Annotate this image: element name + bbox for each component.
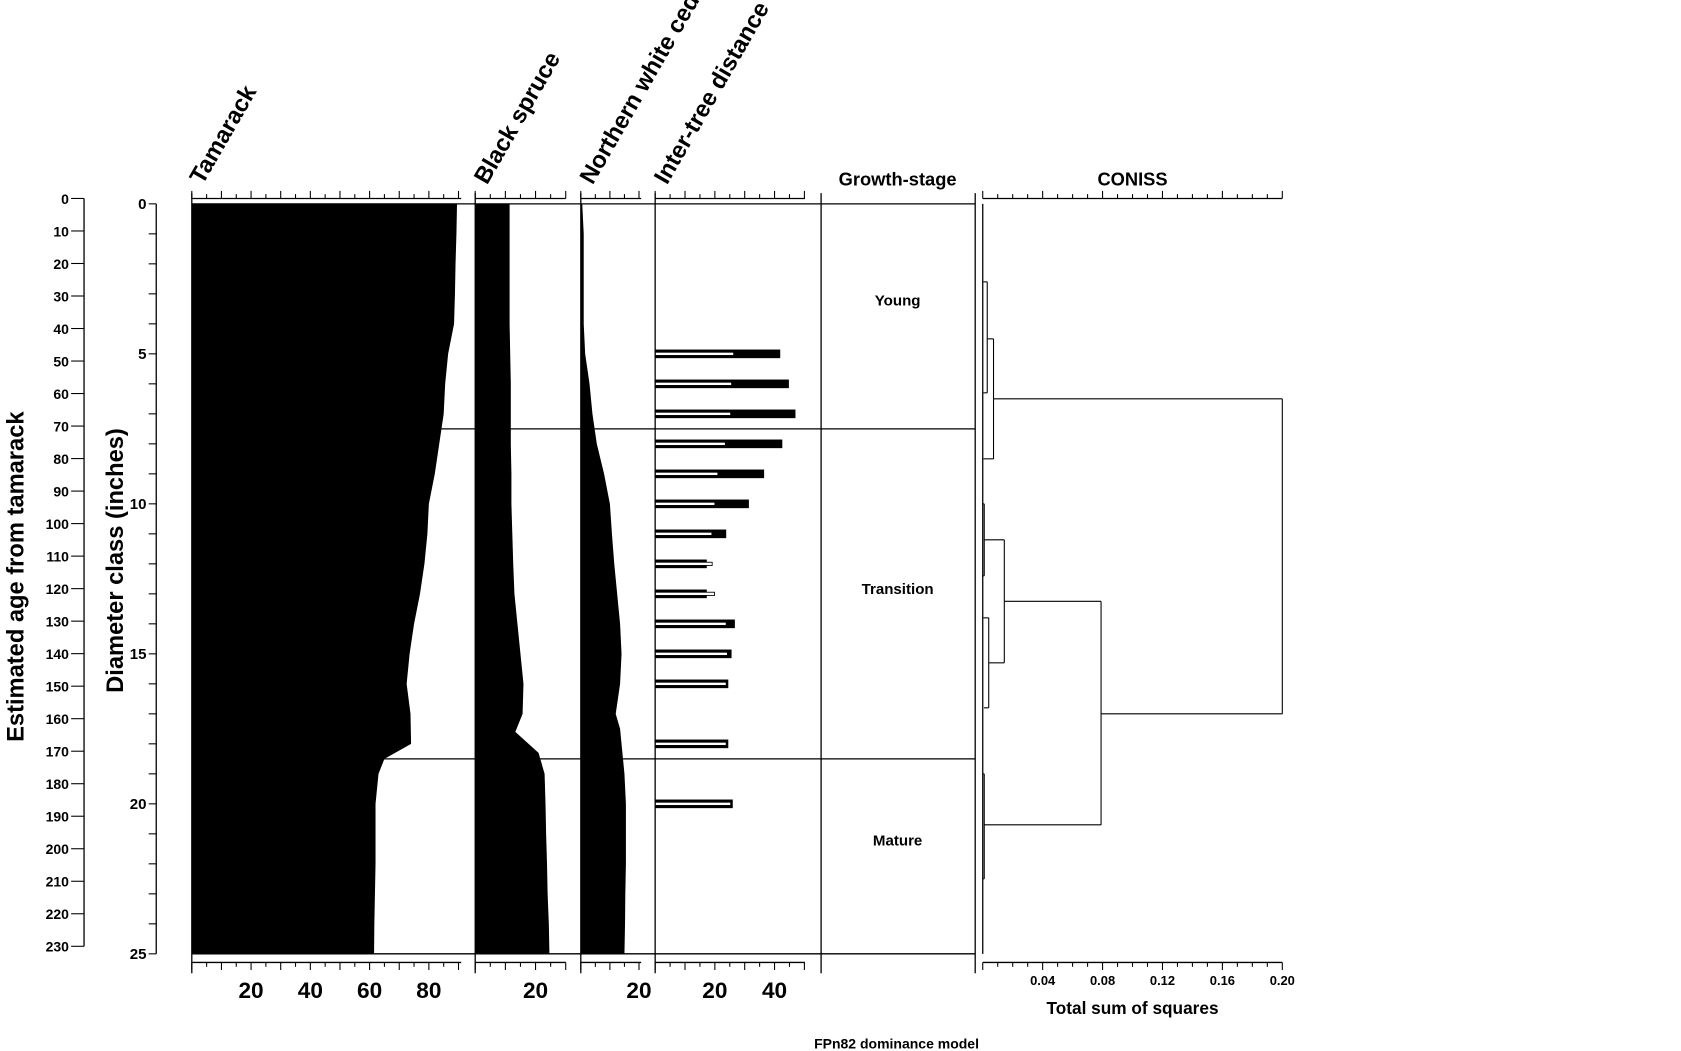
diameter-tick-label: 0 <box>138 196 146 213</box>
x-tick-label: 20 <box>626 978 651 1003</box>
age-tick-label: 180 <box>46 776 70 792</box>
x-tick-label: 40 <box>298 978 323 1003</box>
bar-secondary <box>654 351 735 356</box>
age-axis-title: Estimated age from tamarack <box>4 411 30 742</box>
zone-label-mature: Mature <box>873 833 922 850</box>
zone-label-young: Young <box>875 293 921 310</box>
age-tick-label: 190 <box>46 809 70 825</box>
column-title-tamarack: Tamarack <box>185 81 262 189</box>
bar-secondary <box>654 741 727 746</box>
growth-stage-title: Growth-stage <box>839 169 957 190</box>
area-black-spruce <box>475 203 550 954</box>
x-tick-label: 80 <box>416 978 441 1003</box>
bar-secondary <box>654 471 719 476</box>
age-tick-label: 160 <box>46 711 70 727</box>
age-tick-label: 10 <box>53 223 69 239</box>
age-tick-label: 20 <box>53 256 69 272</box>
coniss-tick-label: 0.12 <box>1150 973 1175 988</box>
diameter-tick-label: 20 <box>130 796 147 813</box>
bar-secondary <box>654 621 727 626</box>
age-tick-label: 90 <box>53 483 69 499</box>
coniss-dendrogram: 0.04 0.08 0.12 0.16 0.20 <box>982 190 1295 988</box>
age-tick-label: 50 <box>53 353 69 369</box>
diameter-tick-label: 5 <box>138 346 146 363</box>
diameter-tick-label: 25 <box>130 946 147 963</box>
x-tick-label: 20 <box>702 978 727 1003</box>
bar-secondary <box>654 651 728 656</box>
bar-secondary <box>654 411 732 416</box>
age-tick-label: 140 <box>46 646 70 662</box>
diameter-tick-label: 15 <box>130 646 147 663</box>
bar-secondary <box>654 591 715 596</box>
coniss-tick-label: 0.04 <box>1030 973 1056 988</box>
bar-secondary <box>654 501 716 506</box>
age-tick-label: 30 <box>53 288 69 304</box>
age-tick-label: 230 <box>46 939 70 955</box>
axes: 20 40 60 80 20 20 20 40 0 5 10 15 20 25 0 10 20 30 40 50 60 7… <box>46 191 805 1003</box>
area-northern-white-cedar <box>580 203 626 954</box>
column-title-black-spruce: Black spruce <box>470 48 566 189</box>
age-tick-label: 130 <box>46 614 70 630</box>
bar-secondary <box>654 561 713 566</box>
column-title-northern-white-cedar: Northern white cedar <box>575 0 716 189</box>
age-tick-label: 60 <box>53 386 69 402</box>
bar-secondary <box>654 681 727 686</box>
coniss-tick-label: 0.20 <box>1270 973 1295 988</box>
age-tick-label: 80 <box>53 451 69 467</box>
age-tick-label: 110 <box>46 549 69 565</box>
area-tamarack <box>191 203 458 954</box>
age-tick-label: 40 <box>53 321 69 337</box>
diameter-axis-title: Diameter class (inches) <box>103 428 129 693</box>
bar-secondary <box>654 801 732 806</box>
x-tick-label: 20 <box>238 978 263 1003</box>
age-tick-label: 200 <box>46 841 70 857</box>
coniss-title: CONISS <box>1097 169 1167 190</box>
age-tick-label: 120 <box>46 581 70 597</box>
data-columns <box>191 203 796 954</box>
age-tick-label: 100 <box>46 516 70 532</box>
age-tick-label: 210 <box>46 874 70 890</box>
diameter-tick-label: 10 <box>130 496 147 513</box>
age-tick-label: 170 <box>46 744 70 760</box>
bar-secondary <box>654 381 733 386</box>
age-tick-label: 0 <box>61 191 69 207</box>
age-tick-label: 70 <box>53 418 69 434</box>
footer-label: FPn82 dominance model <box>814 1036 979 1051</box>
x-tick-label: 20 <box>523 978 548 1003</box>
coniss-tick-label: 0.16 <box>1210 973 1235 988</box>
age-tick-label: 150 <box>46 679 70 695</box>
x-tick-label: 60 <box>357 978 382 1003</box>
x-tick-label: 40 <box>762 978 787 1003</box>
coniss-xlabel: Total sum of squares <box>1046 998 1218 1018</box>
bar-secondary <box>654 441 726 446</box>
zone-label-transition: Transition <box>862 581 934 598</box>
bar-secondary <box>654 531 713 536</box>
coniss-tick-label: 0.08 <box>1090 973 1115 988</box>
age-tick-label: 220 <box>46 906 70 922</box>
